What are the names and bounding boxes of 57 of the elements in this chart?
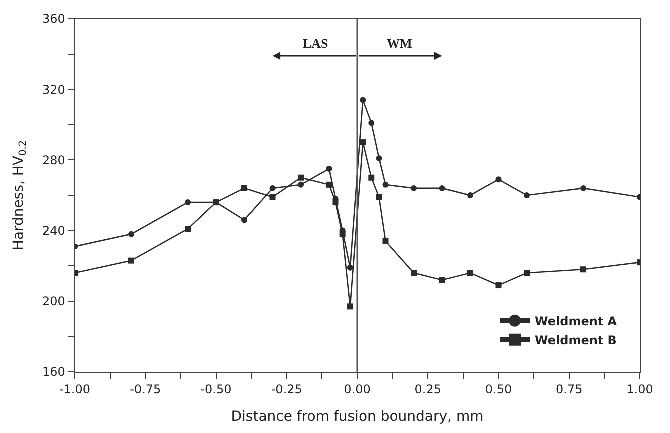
point bbox=[439, 185, 446, 192]
point bbox=[468, 192, 474, 198]
y-tick-label: 320 bbox=[42, 82, 66, 97]
point bbox=[347, 304, 354, 310]
point bbox=[368, 120, 375, 126]
x-tick-label: -0.50 bbox=[200, 382, 232, 397]
point bbox=[326, 182, 332, 188]
point bbox=[185, 200, 191, 206]
point bbox=[242, 185, 248, 192]
point bbox=[360, 97, 366, 104]
point bbox=[524, 270, 530, 276]
point bbox=[468, 270, 474, 276]
point bbox=[580, 185, 586, 192]
point bbox=[128, 258, 134, 264]
y-tick-label: 200 bbox=[42, 294, 66, 309]
x-tick-label: -0.75 bbox=[130, 382, 162, 397]
point bbox=[496, 176, 502, 183]
annotation: WM bbox=[387, 36, 412, 51]
point bbox=[524, 192, 530, 198]
point bbox=[360, 140, 366, 146]
x-tick-label: 0.00 bbox=[344, 382, 371, 397]
y-tick-label: 240 bbox=[42, 224, 66, 238]
point bbox=[580, 266, 586, 273]
point bbox=[270, 194, 276, 200]
point bbox=[185, 226, 191, 232]
point bbox=[382, 238, 389, 244]
point bbox=[213, 200, 220, 206]
x-tick-label: -1.00 bbox=[59, 382, 91, 397]
x-tick-label: 0.50 bbox=[485, 382, 512, 397]
point bbox=[326, 166, 332, 172]
y-tick-label: 160 bbox=[42, 365, 66, 380]
point bbox=[128, 231, 134, 238]
point bbox=[332, 200, 339, 206]
point bbox=[347, 264, 354, 271]
point bbox=[298, 174, 304, 181]
point bbox=[368, 174, 375, 181]
x-tick-label: 0.25 bbox=[414, 382, 442, 397]
point bbox=[439, 277, 446, 284]
point bbox=[382, 182, 389, 188]
x-tick-label: 0.75 bbox=[556, 382, 583, 397]
point bbox=[298, 182, 304, 188]
point bbox=[411, 185, 417, 192]
y-tick-label: 280 bbox=[42, 153, 66, 168]
point bbox=[376, 194, 382, 200]
x-axis-title: Distance from fusion boundary, mm bbox=[231, 408, 484, 425]
point bbox=[270, 185, 276, 192]
legend-label: Weldment B bbox=[535, 334, 617, 348]
x-tick-label: -0.25 bbox=[271, 382, 302, 397]
y-tick-label: 360 bbox=[42, 12, 66, 26]
point bbox=[411, 270, 417, 276]
point bbox=[340, 231, 346, 238]
point bbox=[242, 217, 248, 224]
point bbox=[496, 282, 502, 289]
annotation: LAS bbox=[303, 36, 328, 51]
point bbox=[376, 155, 382, 162]
x-tick-label: 1.00 bbox=[626, 382, 654, 397]
legend-label: Weldment A bbox=[535, 314, 618, 329]
